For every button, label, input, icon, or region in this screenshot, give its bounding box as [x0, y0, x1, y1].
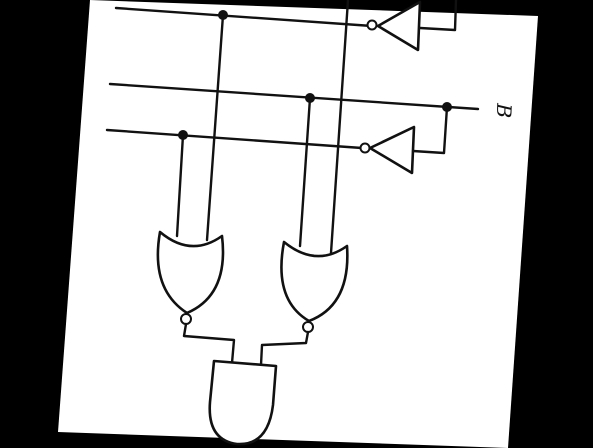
- nor-gate-right: [280, 240, 349, 333]
- input-b-label: B: [492, 102, 517, 119]
- right-output-wire: [259, 330, 310, 367]
- drop-wire-4: [175, 133, 185, 238]
- drop-wire-1: [205, 13, 225, 242]
- inverted-b-line: [105, 128, 364, 150]
- drop-wire-2: [329, 0, 350, 255]
- paper-sheet: [58, 0, 538, 448]
- not-gate-top-bubble: [366, 19, 378, 31]
- junction-dot-b-right: [442, 102, 452, 112]
- nor-gate-left-bubble: [180, 313, 192, 325]
- not-gate-top: [366, 0, 458, 52]
- nor-gate-right-bubble: [302, 321, 314, 333]
- left-output-wire: [182, 322, 236, 365]
- top-input-line: [114, 6, 374, 28]
- and-gate-bottom: [208, 359, 278, 446]
- not-gate-middle-bubble: [359, 142, 371, 154]
- nor-gate-left: [156, 230, 225, 325]
- drop-wire-3: [298, 96, 312, 248]
- not-gate-middle: [359, 105, 449, 175]
- b-input-line: [108, 82, 480, 111]
